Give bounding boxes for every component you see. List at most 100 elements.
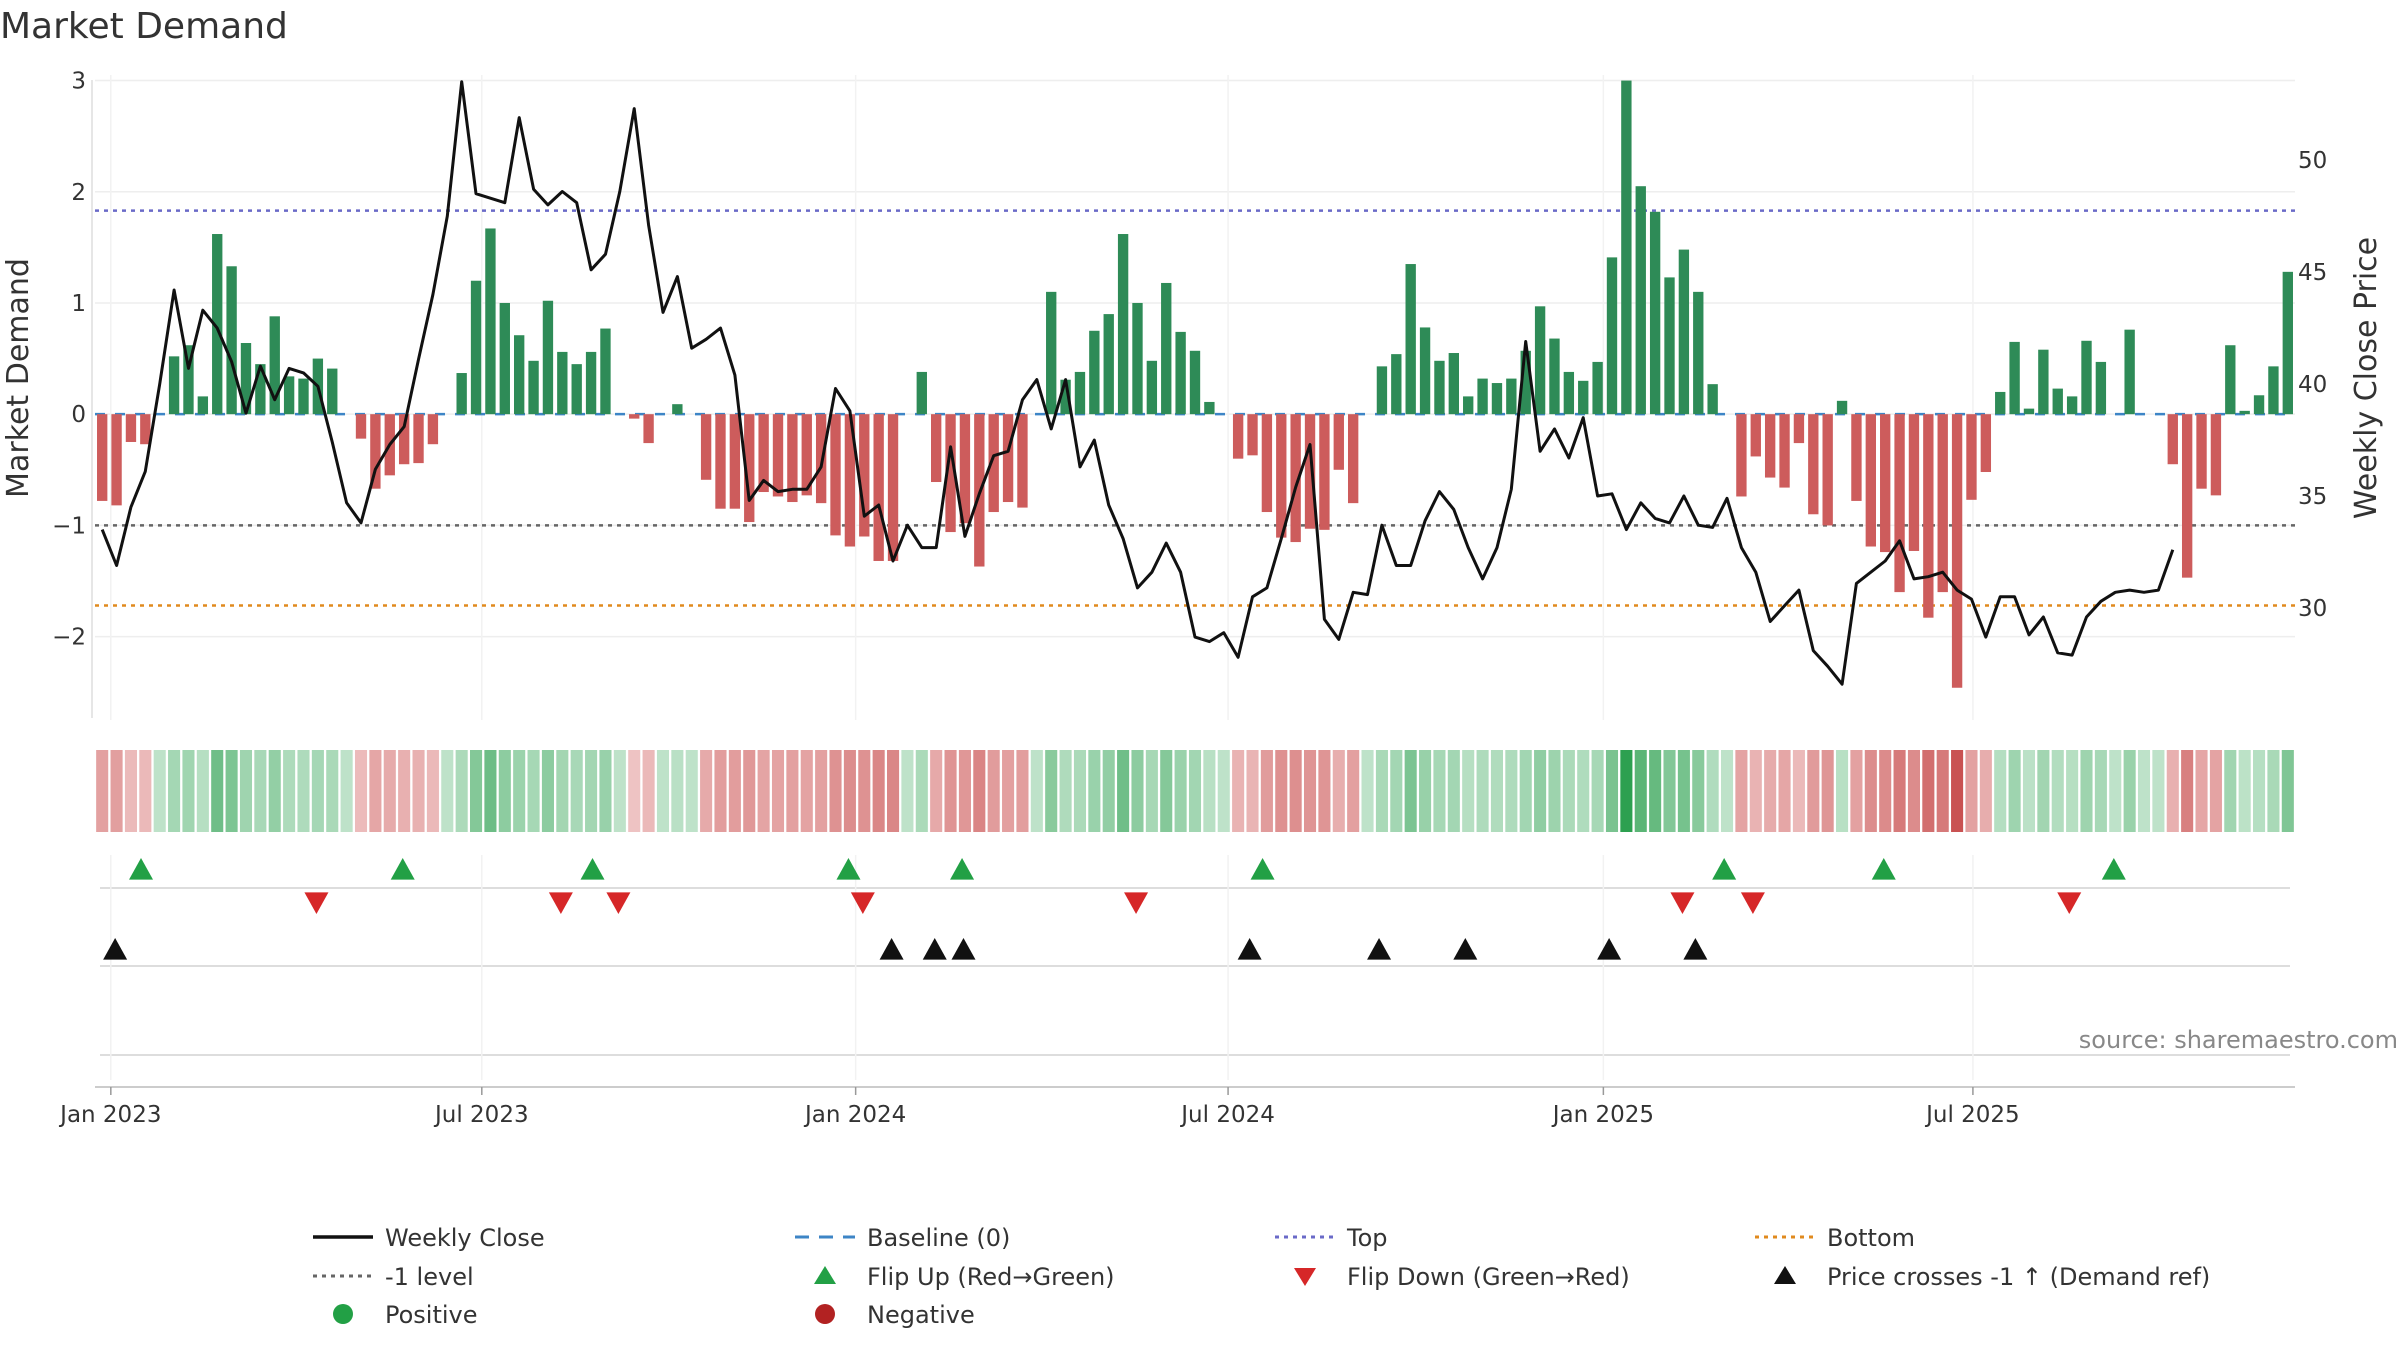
left-tick-label: 1 — [71, 291, 86, 317]
heat-cell — [1045, 750, 1058, 832]
demand-bar — [1290, 414, 1301, 543]
heat-cell — [1505, 750, 1518, 832]
demand-bar — [1621, 80, 1632, 415]
legend-label: Positive — [385, 1301, 478, 1329]
flip-down-marker — [548, 892, 573, 914]
left-tick-label: −2 — [52, 625, 86, 651]
heat-cell — [728, 750, 741, 832]
heat-cell — [1073, 750, 1087, 832]
flip-down-marker — [1124, 892, 1149, 914]
heat-cell — [1577, 750, 1590, 832]
signal-markers — [100, 855, 2290, 1080]
heat-cell — [685, 750, 698, 832]
heat-cell — [283, 750, 296, 832]
heat-cell — [1404, 750, 1417, 832]
demand-bar — [1419, 327, 1431, 415]
flip-up-marker — [836, 858, 861, 880]
demand-bar — [1146, 360, 1158, 415]
legend-label: Negative — [867, 1301, 975, 1329]
right-axis-label: Weekly Close Price — [2349, 237, 2384, 519]
heat-cell — [2008, 750, 2021, 832]
heat-cell — [973, 750, 986, 832]
heat-cell — [1893, 750, 1906, 832]
price-cross-marker — [1237, 938, 1262, 960]
heat-cell — [484, 750, 497, 832]
x-tick-label: Jul 2023 — [433, 1102, 529, 1128]
demand-bar — [2196, 414, 2207, 489]
heat-cell — [1951, 750, 1964, 832]
grid-lines — [91, 75, 2295, 1088]
heat-cell — [757, 750, 770, 832]
demand-bar — [1592, 361, 1603, 415]
heat-cell — [2209, 750, 2222, 832]
demand-bar — [643, 414, 654, 444]
demand-bar — [2181, 414, 2193, 578]
heat-cell — [2166, 750, 2179, 832]
heat-cell — [254, 750, 267, 832]
heat-cell — [1663, 750, 1676, 832]
heat-cell — [340, 750, 353, 832]
heat-cell — [1879, 750, 1892, 832]
demand-bar — [2081, 340, 2092, 415]
demand-bar — [2282, 271, 2293, 415]
heat-cell — [1390, 750, 1403, 832]
legend-label: Baseline (0) — [867, 1224, 1010, 1252]
demand-bar — [398, 414, 410, 465]
demand-bar — [988, 414, 999, 513]
x-tick-label: Jul 2025 — [1924, 1102, 2020, 1128]
heat-cell — [585, 750, 598, 832]
demand-bar — [1304, 414, 1316, 529]
weekly-close-line — [100, 80, 2175, 686]
demand-bar — [2124, 329, 2135, 415]
left-tick-label: 3 — [71, 69, 86, 95]
demand-bar — [672, 404, 683, 415]
heat-cell — [714, 750, 727, 832]
demand-bar — [1175, 331, 1186, 415]
heat-cell — [139, 750, 152, 832]
heat-cell — [398, 750, 411, 832]
demand-bar — [2210, 414, 2222, 496]
x-tick-label: Jan 2024 — [803, 1102, 906, 1128]
heat-cell — [987, 750, 1000, 832]
demand-bar — [1319, 414, 1330, 530]
demand-bar — [1678, 249, 1690, 415]
legend-label: Flip Down (Green→Red) — [1347, 1263, 1630, 1291]
flip-up-marker — [950, 858, 975, 880]
heat-cell — [1088, 750, 1101, 832]
heat-cell — [1260, 750, 1273, 832]
heat-cell — [1735, 750, 1748, 832]
flip-up-marker — [129, 858, 154, 880]
heat-cell — [1232, 750, 1245, 832]
heat-cell — [1692, 750, 1705, 832]
demand-bar — [1937, 414, 1948, 593]
heat-cell — [786, 750, 799, 832]
heat-cell — [2253, 750, 2266, 832]
demand-bar — [1923, 414, 1934, 618]
demand-bar — [1563, 371, 1575, 415]
heat-cell — [1778, 750, 1791, 832]
demand-bar — [1434, 360, 1445, 415]
left-tick-label: −1 — [52, 513, 86, 539]
legend-label: Flip Up (Red→Green) — [867, 1263, 1115, 1291]
heat-cell — [1994, 750, 2007, 832]
heat-cell — [383, 750, 396, 832]
demand-bar — [1491, 383, 1503, 415]
demand-bar — [744, 414, 755, 523]
demand-bar — [1161, 282, 1172, 415]
heat-cell — [1145, 750, 1158, 832]
heat-cell — [470, 750, 483, 832]
heat-cell — [527, 750, 540, 832]
demand-bar — [140, 414, 151, 445]
x-axis-ticks: Jan 2023 Jul 2023 Jan 2024 Jul 2024 Jan 2025… — [58, 1087, 2020, 1128]
demand-heat-strip — [96, 750, 2294, 832]
price-cross-marker — [1597, 938, 1622, 960]
demand-bar — [2167, 414, 2178, 465]
demand-bar — [1750, 414, 1761, 457]
heat-cell — [455, 750, 468, 832]
demand-bar — [1822, 414, 1833, 526]
heat-cell — [599, 750, 612, 832]
heat-cell — [96, 750, 109, 832]
x-tick-label: Jan 2023 — [58, 1102, 161, 1128]
demand-bar — [1261, 414, 1273, 513]
